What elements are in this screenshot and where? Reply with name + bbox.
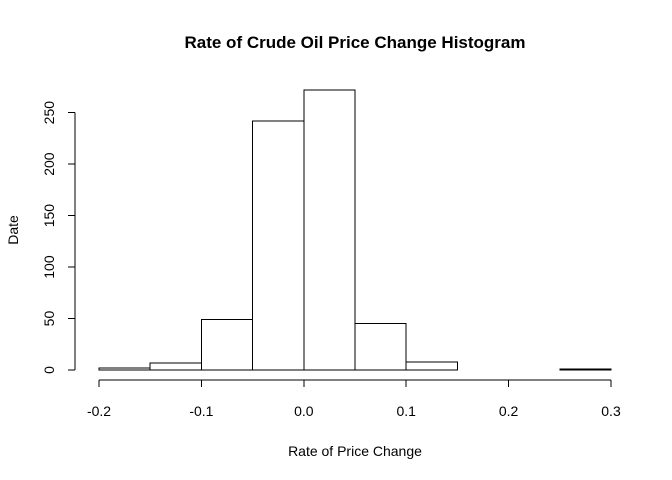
y-tick-label: 50: [41, 311, 57, 327]
x-tick-label: -0.1: [189, 403, 213, 419]
x-tick-label: -0.2: [87, 403, 111, 419]
x-tick-label: 0.1: [396, 403, 416, 419]
y-axis: 0 50 100 150 200 250: [41, 101, 76, 374]
y-tick-label: 200: [41, 152, 57, 176]
x-axis: -0.2 -0.1 0.0 0.1 0.2 0.3: [87, 379, 621, 419]
x-tick-label: 0.3: [601, 403, 621, 419]
x-tick-label: 0.2: [499, 403, 519, 419]
histogram-bar: [200, 319, 254, 371]
histogram-bar: [252, 120, 305, 371]
y-tick-label: 0: [41, 366, 57, 374]
histogram-bar: [149, 362, 202, 371]
y-tick-label: 250: [41, 101, 57, 125]
histogram-bar: [303, 89, 356, 371]
x-tick-label: 0.0: [294, 403, 314, 419]
x-axis-label: Rate of Price Change: [288, 443, 422, 459]
histogram-bar: [98, 367, 151, 371]
histogram-bar: [405, 361, 458, 371]
y-tick-label: 100: [41, 255, 57, 279]
histogram-bar: [559, 368, 612, 371]
y-tick-label: 150: [41, 204, 57, 228]
bars-group: [98, 89, 612, 371]
histogram-bar: [354, 323, 407, 371]
y-axis-label: Date: [5, 215, 21, 245]
chart-title: Rate of Crude Oil Price Change Histogram: [184, 33, 525, 52]
